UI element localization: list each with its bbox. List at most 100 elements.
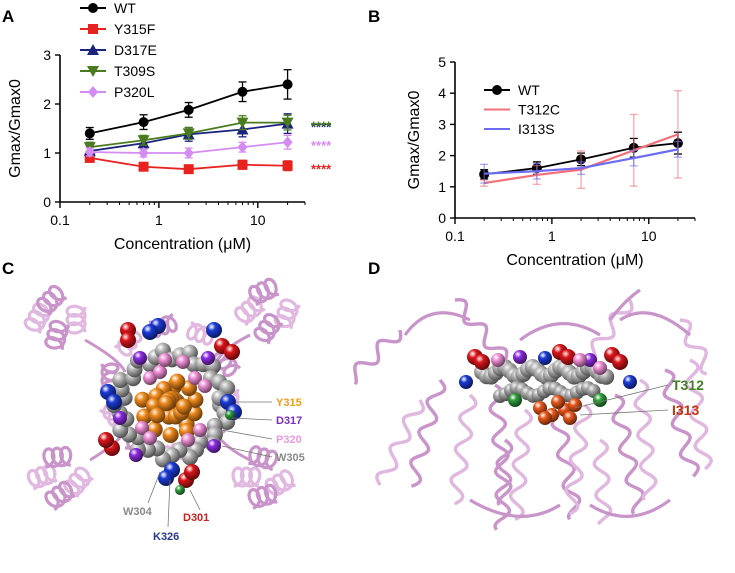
y-tick-label: 1 [43,145,51,161]
label-w304: W304 [123,506,153,518]
helix [231,466,262,488]
data-point [182,128,195,140]
atom-sphere [187,391,204,408]
atom-sphere [459,375,473,389]
helix [592,438,613,526]
helix [488,383,513,506]
significance-mark: **** [311,120,332,135]
atom-sphere [225,410,235,420]
atom-sphere [491,353,505,367]
helix [564,403,593,516]
series-d317e: **** [83,113,332,157]
data-point [84,146,95,159]
y-tick-label: 5 [438,54,446,70]
loop [469,498,561,518]
series-t309s: **** [83,114,332,154]
helix [23,302,54,334]
y-tick-label: 3 [438,116,446,132]
loop [619,311,692,337]
atom-sphere [560,349,576,365]
legend-entry: WT [484,82,540,98]
helix [44,319,71,350]
atom-sphere [201,351,215,365]
y-tick-label: 0 [43,194,51,210]
label-k326: K326 [153,531,179,543]
atom-sphere [136,408,153,425]
atom-sphere [158,353,172,367]
helix [248,277,280,307]
x-tick-label: 10 [641,228,657,244]
helix [44,480,76,512]
data-point [138,117,149,128]
helix [247,483,278,510]
atom-sphere [158,395,175,412]
data-point [183,147,194,159]
series-wt [84,69,293,140]
atom-sphere [149,407,166,424]
helix [454,298,509,363]
y-tick-label: 3 [43,47,51,63]
atom-sphere [162,426,179,443]
loop [519,322,601,342]
significance-mark: **** [311,119,332,134]
series-y315f: **** [84,152,332,177]
x-tick-label: 1 [155,212,163,228]
panel-label-d: D [368,259,380,278]
panel-label-b: B [368,7,380,26]
helix [248,445,279,472]
label-y315: Y315 [276,397,302,409]
helix [449,393,478,506]
residue-spheres-d [459,344,637,425]
data-point [88,86,98,98]
atom-sphere [175,485,185,495]
atom-sphere [474,354,490,370]
helix [253,312,284,345]
atom-sphere [120,332,136,348]
atom-sphere [184,464,200,480]
atom-sphere [207,439,221,453]
y-tick-label: 2 [438,148,446,164]
legend-label: WT [518,82,540,98]
loop [608,288,641,321]
legend-entry: T309S [80,63,155,79]
significance-mark: **** [311,138,332,153]
atom-sphere [623,375,637,389]
atom-sphere [513,350,527,364]
atom-sphere [181,433,195,447]
atom-sphere [133,351,147,365]
residue-spheres-c [98,318,242,495]
structure-side-view: T312 I313 [353,288,713,531]
atom-sphere [538,351,552,365]
x-tick-label: 10 [250,212,266,228]
label-t312: T312 [672,377,704,393]
atom-sphere [573,353,587,367]
data-point [492,85,502,95]
data-point [282,79,293,90]
legend-entry: I313S [484,121,555,137]
helix [508,408,534,522]
atom-sphere [158,470,174,486]
helix [264,469,297,499]
legend-entry: Y315F [80,21,155,37]
atom-sphere [153,365,167,379]
y-tick-label: 1 [438,179,446,195]
atom-sphere [188,371,202,385]
helix [353,329,403,385]
x-axis-label: Concentration (μM) [506,252,643,269]
helix [633,378,658,501]
y-tick-label: 2 [43,96,51,112]
atom-sphere [612,354,628,370]
helix [42,445,73,469]
data-point [88,3,98,13]
label-leaders-d [574,384,669,416]
data-point [237,86,248,97]
data-point [282,136,293,149]
y-tick-label: 0 [438,210,446,226]
panel-label-c: C [2,259,14,278]
data-point [183,104,194,115]
loop [84,338,127,373]
atom-sphere [198,379,212,393]
data-point [281,117,294,129]
series-i313s [480,140,682,184]
atom-sphere [106,394,122,410]
